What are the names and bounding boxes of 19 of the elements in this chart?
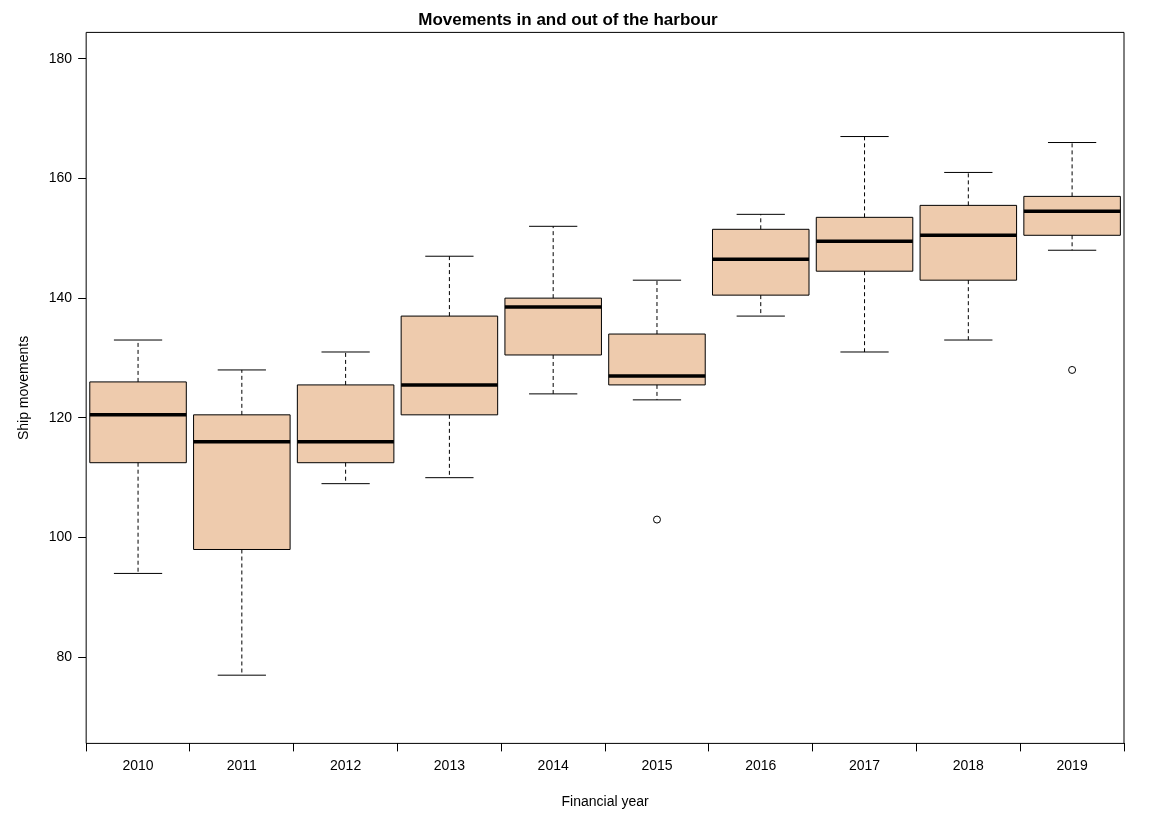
y-tick-label: 100 (48, 528, 73, 545)
x-tick-label: 2013 (433, 756, 466, 773)
x-tick-label: 2015 (641, 756, 673, 773)
x-tick-label: 2011 (226, 756, 258, 773)
x-tick-label: 2014 (537, 756, 569, 773)
y-tick-label: 160 (48, 169, 73, 186)
x-tick-label: 2010 (122, 756, 154, 773)
chart-title: Movements in and out of the harbour (418, 9, 719, 29)
x-tick-label: 2018 (952, 756, 985, 773)
x-tick-label: 2012 (330, 756, 362, 773)
x-tick-label: 2019 (1056, 756, 1088, 773)
x-tick-label: 2016 (745, 756, 777, 773)
y-tick-label: 140 (48, 288, 73, 305)
x-axis-title: Financial year (561, 793, 649, 810)
x-tick-label: 2017 (848, 756, 881, 773)
y-tick-label: 120 (48, 408, 73, 425)
y-tick-label: 180 (48, 49, 73, 66)
y-tick-label: 80 (56, 648, 73, 665)
y-axis-title: Ship movements (15, 335, 32, 441)
